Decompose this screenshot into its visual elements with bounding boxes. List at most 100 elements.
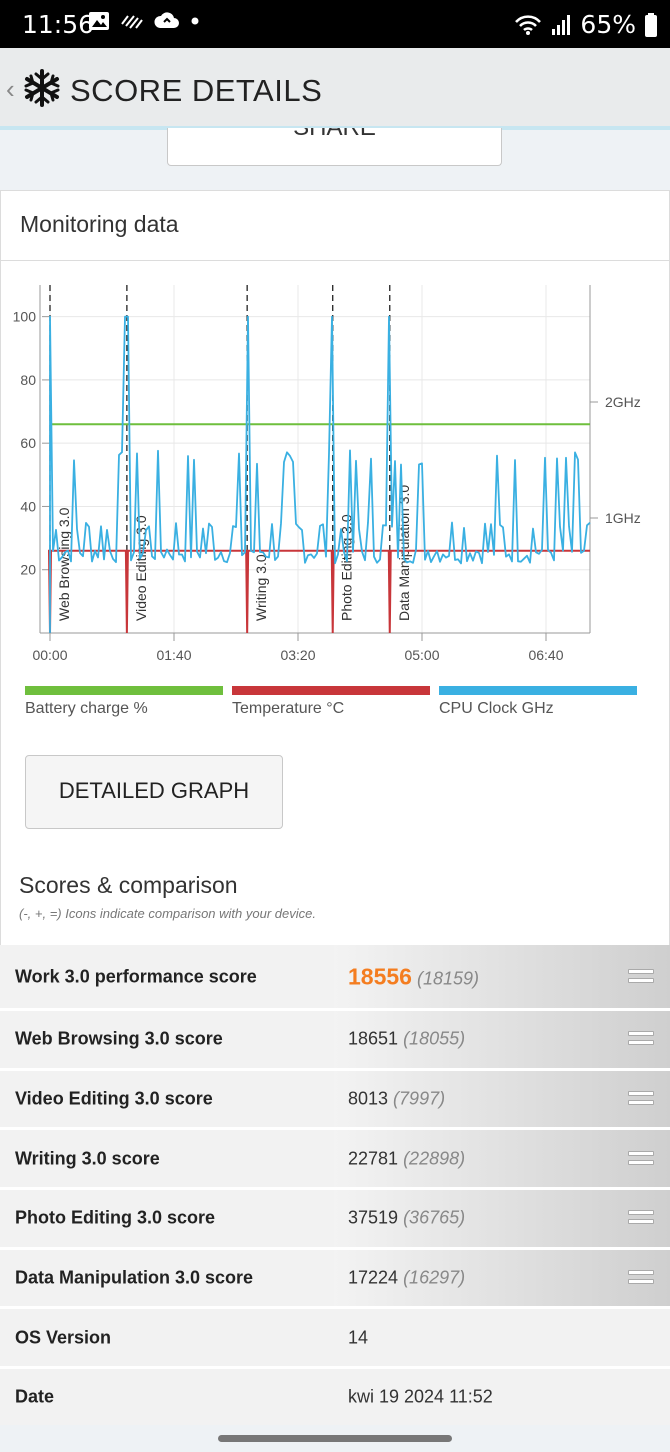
score-value: 17224 (16297) [348,1268,465,1289]
dot-icon [191,17,199,25]
score-row: Web Browsing 3.0 score 18651 (18055) [0,1011,670,1071]
score-number: kwi 19 2024 11:52 [348,1386,493,1407]
score-number: 37519 [348,1207,399,1228]
y-tick-label: 60 [20,435,36,451]
series-temperature [47,549,590,634]
score-value: 18556 (18159) [348,963,479,990]
score-row: Photo Editing 3.0 score 37519 (36765) [0,1190,670,1250]
score-value: 18651 (18055) [348,1029,465,1050]
x-tick-label: 06:40 [528,647,563,663]
score-number: 14 [348,1327,369,1348]
x-tick-label: 01:40 [156,647,191,663]
x-tick-label: 05:00 [404,647,439,663]
score-comparison: (7997) [388,1088,446,1109]
y-tick-label: 20 [20,562,36,578]
battery-icon [645,12,657,37]
chart-axis-labels: 00:00 01:40 03:20 05:00 06:40 20 40 60 80 100 1GHz… [13,309,641,663]
score-value-cell: kwi 19 2024 11:52 [334,1369,670,1426]
equal-icon [628,1270,654,1286]
series-cpu-clock [49,315,591,633]
wifi-icon [515,14,542,35]
score-label: Work 3.0 performance score [15,966,257,986]
cloud-sync-icon [154,12,179,28]
equal-icon [628,1150,654,1167]
legend-label: Temperature °C [232,700,345,717]
equal-icon [628,1091,654,1107]
share-label: SHARE [168,128,501,142]
score-comparison: (18055) [398,1028,466,1049]
notification-icons [88,10,200,32]
snowflake-logo-icon [24,69,60,107]
score-label: OS Version [15,1327,112,1348]
legend-item: Temperature °C [232,686,430,726]
chart-series [47,315,591,634]
monitoring-title: Monitoring data [20,211,179,237]
back-button[interactable]: ‹ [6,74,15,104]
right-tick-label: 1GHz [605,510,641,526]
score-row: Work 3.0 performance score 18556 (18159) [0,945,670,1011]
score-row: Writing 3.0 score 22781 (22898) [0,1130,670,1191]
legend-item: Battery charge % [25,686,223,726]
legend-label: Battery charge % [25,700,148,717]
score-value: kwi 19 2024 11:52 [348,1387,493,1408]
score-value-cell: 22781 (22898) [334,1130,670,1188]
navigation-bar [0,1425,670,1452]
score-value-cell: 17224 (16297) [334,1249,670,1307]
score-number: 17224 [348,1267,399,1288]
right-tick-label: 2GHz [605,394,641,410]
signal-icon [552,14,571,35]
score-number: 22781 [348,1148,399,1169]
score-value-cell: 37519 (36765) [334,1190,670,1247]
score-value: 37519 (36765) [348,1208,465,1229]
app-bar: ‹ SCORE DETAILS [0,48,670,130]
data-saver-icon [121,15,143,29]
status-bar: 11:56 65% [0,0,670,48]
legend-swatch [439,686,637,695]
status-right: 65% [514,10,658,39]
score-number: 8013 [348,1088,389,1109]
score-number: 18556 [348,963,412,989]
score-value-cell: 8013 (7997) [334,1070,670,1128]
x-tick-label: 03:20 [280,647,315,663]
x-tick-label: 00:00 [32,647,67,663]
score-comparison: (16297) [398,1267,466,1288]
equal-icon [628,968,654,985]
score-label: Writing 3.0 score [15,1148,160,1169]
test-marker-label: Web Browsing 3.0 [56,507,72,621]
score-value: 14 [348,1327,368,1348]
monitoring-chart: Web Browsing 3.0 Video Editing 3.0 Writing… [13,285,641,663]
score-row: OS Version 14 [0,1309,670,1370]
y-tick-label: 80 [20,372,36,388]
score-value-cell: 14 [334,1309,670,1367]
score-label: Date [15,1386,55,1407]
page-title: SCORE DETAILS [70,73,323,108]
legend-item: CPU Clock GHz [439,686,637,726]
score-label: Data Manipulation 3.0 score [15,1267,254,1288]
score-number: 18651 [348,1028,399,1049]
status-time: 11:56 [22,10,95,39]
equal-icon [628,1031,654,1047]
y-tick-label: 100 [13,309,37,325]
scores-subtitle: (-, +, =) Icons indicate comparison with… [19,906,316,921]
score-label: Photo Editing 3.0 score [15,1207,216,1228]
home-handle[interactable] [218,1435,452,1442]
share-button[interactable]: SHARE [167,128,502,166]
gallery-icon [89,12,109,30]
score-label: Web Browsing 3.0 score [15,1028,223,1049]
equal-icon [628,1210,654,1226]
detailed-graph-label: DETAILED GRAPH [58,778,250,803]
chart-markers: Web Browsing 3.0 Video Editing 3.0 Writing… [49,285,412,633]
score-value: 8013 (7997) [348,1089,445,1110]
score-row: Date kwi 19 2024 11:52 [0,1369,670,1429]
score-comparison: (18159) [411,968,480,988]
score-table: Work 3.0 performance score 18556 (18159) W… [0,945,670,1429]
legend-swatch [232,686,430,695]
score-comparison: (36765) [398,1207,466,1228]
detailed-graph-button[interactable]: DETAILED GRAPH [25,755,283,829]
legend-swatch [25,686,223,695]
legend-label: CPU Clock GHz [439,700,554,717]
score-row: Data Manipulation 3.0 score 17224 (16297) [0,1249,670,1310]
score-value-cell: 18651 (18055) [334,1011,670,1068]
score-value-cell: 18556 (18159) [334,945,670,1008]
battery-percent: 65% [580,10,636,39]
